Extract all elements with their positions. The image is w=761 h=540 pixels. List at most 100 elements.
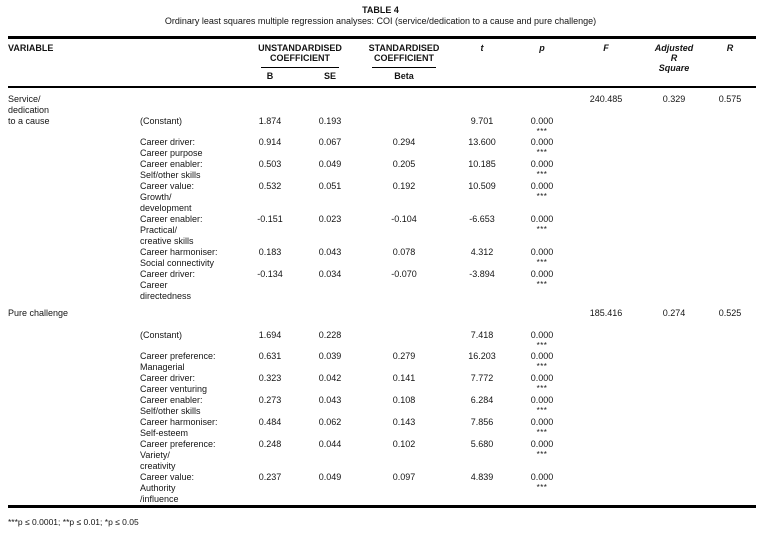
spacer-r (704, 181, 756, 214)
beta-value: 0.192 (392, 181, 416, 191)
standardised-underline (372, 67, 436, 68)
col-header-t: t (448, 37, 516, 88)
spacer-predictor (140, 87, 240, 116)
spacer-f (568, 116, 644, 137)
spacer-adj-r-square (644, 417, 704, 439)
beta-value: -0.070 (391, 269, 417, 279)
spacer-p (516, 87, 568, 116)
se-value: 0.043 (318, 247, 342, 257)
significance-stars: *** (536, 341, 548, 350)
significance-footnote: ***p ≤ 0.0001; **p ≤ 0.01; *p ≤ 0.05 (8, 517, 139, 527)
se-value: 0.034 (318, 269, 342, 279)
p-value: 0.000 (530, 439, 554, 449)
t-value: 6.284 (470, 395, 494, 405)
spacer-adj-r-square (644, 330, 704, 351)
t-value: 7.856 (470, 417, 494, 427)
se-value: 0.042 (318, 373, 342, 383)
col-header-b: B (240, 68, 300, 88)
p-value: 0.000 (530, 269, 554, 279)
predictor-row: Career enabler: Self/other skills 0.503 0.… (8, 159, 756, 181)
p-value-cell: 0.000 *** (516, 247, 568, 269)
f-value: 185.416 (589, 308, 623, 318)
se-value: 0.067 (318, 137, 342, 147)
p-value-cell: 0.000 *** (516, 395, 568, 417)
group-variable-label: Service/ dedication to a cause (8, 94, 50, 126)
t-value: -6.653 (469, 214, 495, 224)
b-value: -0.134 (257, 269, 283, 279)
predictor-label: (Constant) (140, 330, 183, 340)
beta-value: -0.104 (391, 214, 417, 224)
spacer-r (704, 417, 756, 439)
col-header-f: F (568, 37, 644, 88)
significance-stars: *** (536, 384, 548, 393)
spacer-se (300, 87, 360, 116)
se-value: 0.228 (318, 330, 342, 340)
b-value: 0.914 (258, 137, 282, 147)
unstandardised-coefficient-label: UNSTANDARDISED COEFFICIENT (258, 43, 342, 63)
header-row-sub: B SE Beta (8, 68, 756, 88)
spacer-adj-r-square (644, 181, 704, 214)
spacer-adj-r-square (644, 214, 704, 247)
spacer-adj-r-square (644, 159, 704, 181)
spacer-r (704, 247, 756, 269)
spacer-t (448, 87, 516, 116)
p-value-cell: 0.000 *** (516, 116, 568, 137)
b-value: 0.273 (258, 395, 282, 405)
b-value: 0.484 (258, 417, 282, 427)
r-value: 0.575 (718, 94, 742, 104)
beta-value: 0.141 (392, 373, 416, 383)
p-value: 0.000 (530, 395, 554, 405)
predictor-label: Career value: Growth/ development (140, 181, 195, 213)
se-value: 0.044 (318, 439, 342, 449)
spacer-f (568, 214, 644, 247)
col-header-unstandardised-coefficient: UNSTANDARDISED COEFFICIENT (240, 38, 360, 68)
predictor-label: Career driver: Career directedness (140, 269, 196, 301)
p-value: 0.000 (530, 137, 554, 147)
col-header-r: R (704, 37, 756, 88)
t-value: 10.185 (468, 159, 496, 169)
spacer-r (704, 439, 756, 472)
significance-stars: *** (536, 225, 548, 234)
col-header-standardised-coefficient: STANDARDISED COEFFICIENT (360, 38, 448, 68)
predictor-row: Career harmoniser: Self-esteem 0.484 0.062… (8, 417, 756, 439)
col-header-variable: VARIABLE (8, 37, 240, 88)
p-value: 0.000 (530, 214, 554, 224)
table-body: Service/ dedication to a cause 240.485 0.3… (8, 87, 756, 507)
spacer-r (704, 159, 756, 181)
predictor-label: Career enabler: Self/other skills (140, 395, 203, 416)
significance-stars: *** (536, 192, 548, 201)
p-value: 0.000 (530, 417, 554, 427)
t-value: 4.839 (470, 472, 494, 482)
t-value: -3.894 (469, 269, 495, 279)
b-value: 0.248 (258, 439, 282, 449)
se-value: 0.039 (318, 351, 342, 361)
t-value: 7.418 (470, 330, 494, 340)
se-value: 0.043 (318, 395, 342, 405)
spacer-beta (360, 87, 448, 116)
predictor-label: Career harmoniser: Social connectivity (140, 247, 218, 268)
predictor-row: Career preference: Variety/ creativity 0.… (8, 439, 756, 472)
significance-stars: *** (536, 450, 548, 459)
predictor-label: (Constant) (140, 116, 183, 126)
spacer-b (240, 87, 300, 116)
beta-value: 0.102 (392, 439, 416, 449)
predictor-row: Career value: Growth/ development 0.532 0.… (8, 181, 756, 214)
spacer-predictor (140, 302, 240, 330)
significance-stars: *** (536, 127, 548, 136)
predictor-label: Career preference: Variety/ creativity (140, 439, 216, 471)
spacer-f (568, 373, 644, 395)
p-value-cell: 0.000 *** (516, 373, 568, 395)
spacer-f (568, 417, 644, 439)
spacer-adj-r-square (644, 472, 704, 507)
predictor-label: Career preference: Managerial (140, 351, 216, 372)
predictor-row: Career driver: Career venturing 0.323 0.04… (8, 373, 756, 395)
spacer-t (448, 302, 516, 330)
beta-value: 0.097 (392, 472, 416, 482)
p-value-cell: 0.000 *** (516, 214, 568, 247)
regression-table: VARIABLE UNSTANDARDISED COEFFICIENT STAN… (8, 36, 756, 508)
group-variable-label: Pure challenge (8, 308, 69, 318)
p-value-cell: 0.000 *** (516, 159, 568, 181)
beta-value (360, 116, 448, 137)
t-value: 9.701 (470, 116, 494, 126)
beta-value: 0.078 (392, 247, 416, 257)
